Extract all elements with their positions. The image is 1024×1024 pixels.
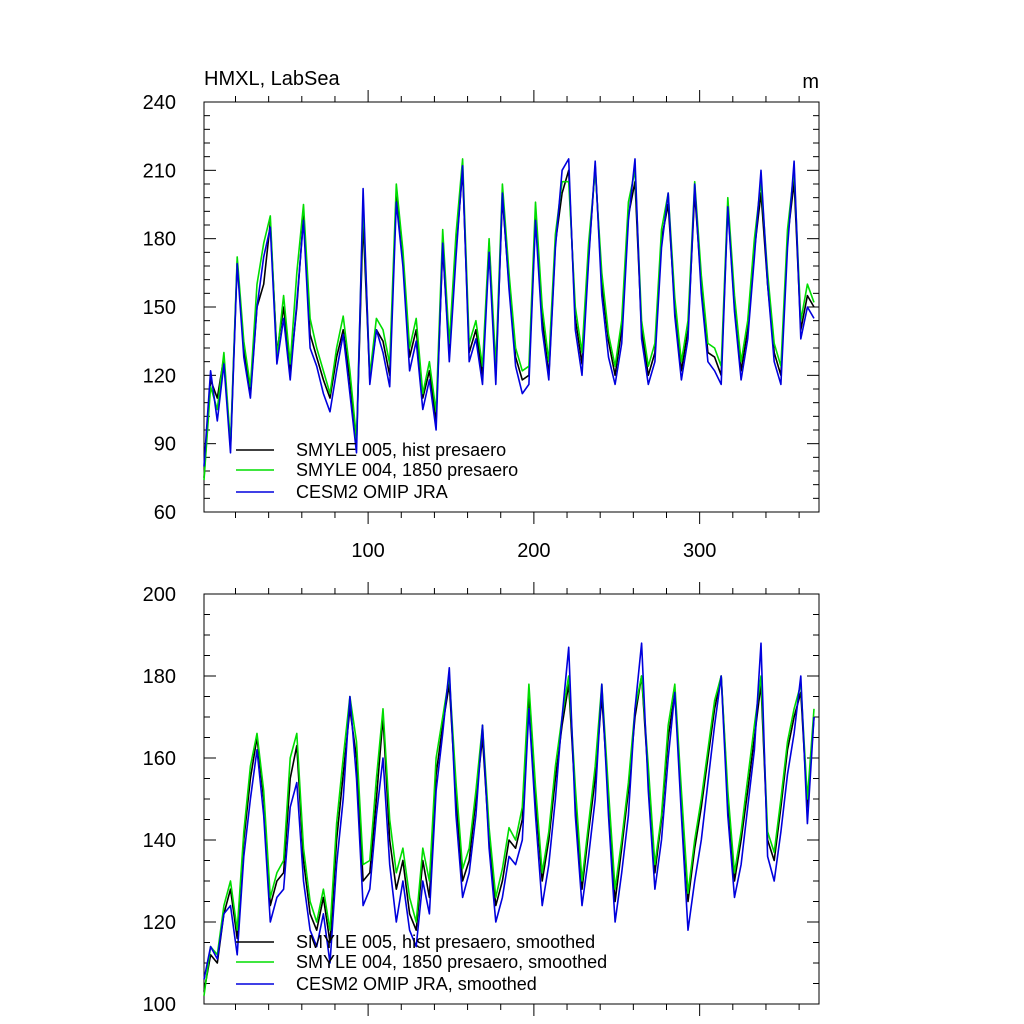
panel-1-title: HMXL, LabSea [204,68,341,90]
y-tick-label: 160 [143,748,176,770]
legend-1-label-0: SMYLE 005, hist presaero [296,440,506,460]
panel-1-x-axis: 100 200 300 [234,90,800,562]
legend-1-label-1: SMYLE 004, 1850 presaero [296,460,518,480]
panel-1: HMXL, LabSea m 60 90 120 150 180 210 240 100 20… [143,68,820,562]
legend-1-label-2: CESM2 OMIP JRA [296,482,448,502]
series-line-smyle-004 [203,675,815,996]
y-tick-label: 200 [143,584,176,606]
panel-1-series-group [203,158,815,481]
y-tick-label: 90 [154,434,176,456]
y-tick-label: 150 [143,297,176,319]
panel-2-series-group [203,642,815,996]
y-tick-label: 180 [143,666,176,688]
x-tick-label: 100 [351,540,384,562]
panel-2-x-axis [234,582,800,1016]
panel-1-y-axis: 60 90 120 150 180 210 240 [143,92,819,524]
panel-1-units: m [802,71,819,93]
panel-2: 100 120 140 160 180 200 SMYLE 005, hist presa… [143,582,820,1016]
y-tick-label: 140 [143,830,176,852]
y-tick-label: 180 [143,229,176,251]
legend-2-label-1: SMYLE 004, 1850 presaero, smoothed [296,952,607,972]
y-tick-label: 60 [154,502,176,524]
y-tick-label: 100 [143,994,176,1016]
legend-2-label-2: CESM2 OMIP JRA, smoothed [296,974,537,994]
panel-1-legend: SMYLE 005, hist presaero SMYLE 004, 1850… [236,440,518,502]
series-line-cesm2-omip-jra [203,158,815,467]
y-tick-label: 210 [143,160,176,182]
series-line-smyle-005 [203,675,815,992]
legend-2-label-0: SMYLE 005, hist presaero, smoothed [296,932,595,952]
y-tick-label: 120 [143,912,176,934]
y-tick-label: 120 [143,365,176,387]
x-tick-label: 200 [517,540,550,562]
y-tick-label: 240 [143,92,176,114]
panel-2-y-axis: 100 120 140 160 180 200 [143,584,819,1016]
series-line-cesm2-omip-jra [203,642,815,980]
x-tick-label: 300 [683,540,716,562]
panel-2-legend: SMYLE 005, hist presaero, smoothed SMYLE… [236,932,607,994]
series-line-smyle-004 [203,158,815,481]
